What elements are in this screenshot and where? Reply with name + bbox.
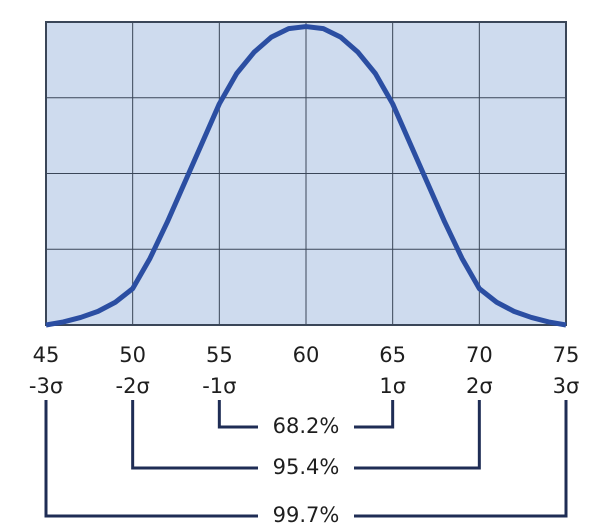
x-tick-label: 50 [119, 343, 146, 367]
interval-label: 99.7% [273, 503, 340, 527]
sigma-label: -3σ [29, 374, 63, 398]
label-gap [258, 504, 354, 528]
x-tick-label: 55 [206, 343, 233, 367]
sigma-label: 2σ [466, 374, 493, 398]
plot-border [45, 21, 567, 326]
x-tick-label: 60 [293, 343, 320, 367]
interval-label: 68.2% [273, 414, 340, 438]
sigma-label: -1σ [202, 374, 236, 398]
x-tick-label: 70 [466, 343, 493, 367]
x-tick-label: 65 [379, 343, 406, 367]
curve [45, 24, 567, 328]
interval-label: 95.4% [273, 455, 340, 479]
label-gap [258, 456, 354, 480]
x-tick-label: 45 [33, 343, 60, 367]
x-tick-label: 75 [553, 343, 580, 367]
label-gap [258, 415, 354, 439]
sigma-label: -2σ [116, 374, 150, 398]
sigma-label: 1σ [379, 374, 406, 398]
sigma-label: 3σ [553, 374, 580, 398]
